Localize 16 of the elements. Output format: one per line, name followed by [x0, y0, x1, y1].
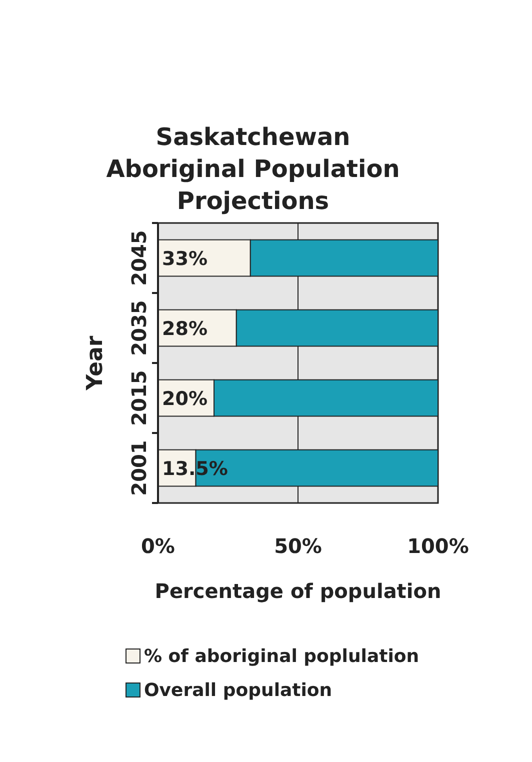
y-axis-title: Year	[83, 336, 108, 392]
x-axis-title: Percentage of population	[154, 579, 442, 603]
chart-title: Saskatchewan Aboriginal Population Projections	[106, 123, 400, 215]
data-label: 13.5%	[162, 458, 228, 480]
legend-label: Overall population	[144, 680, 332, 701]
legend-label: % of aboriginal poplulation	[144, 646, 420, 667]
data-label: 33%	[162, 248, 208, 270]
y-tick-label: 2045	[127, 230, 151, 286]
x-tick-label: 100%	[407, 534, 469, 558]
data-label: 20%	[162, 388, 208, 410]
y-tick-label: 2035	[127, 300, 151, 356]
x-tick-label: 0%	[141, 534, 175, 558]
x-tick-label: 50%	[274, 534, 322, 558]
y-tick-label: 2001	[127, 440, 151, 496]
y-tick-label: 2015	[127, 370, 151, 426]
data-label: 28%	[162, 318, 208, 340]
